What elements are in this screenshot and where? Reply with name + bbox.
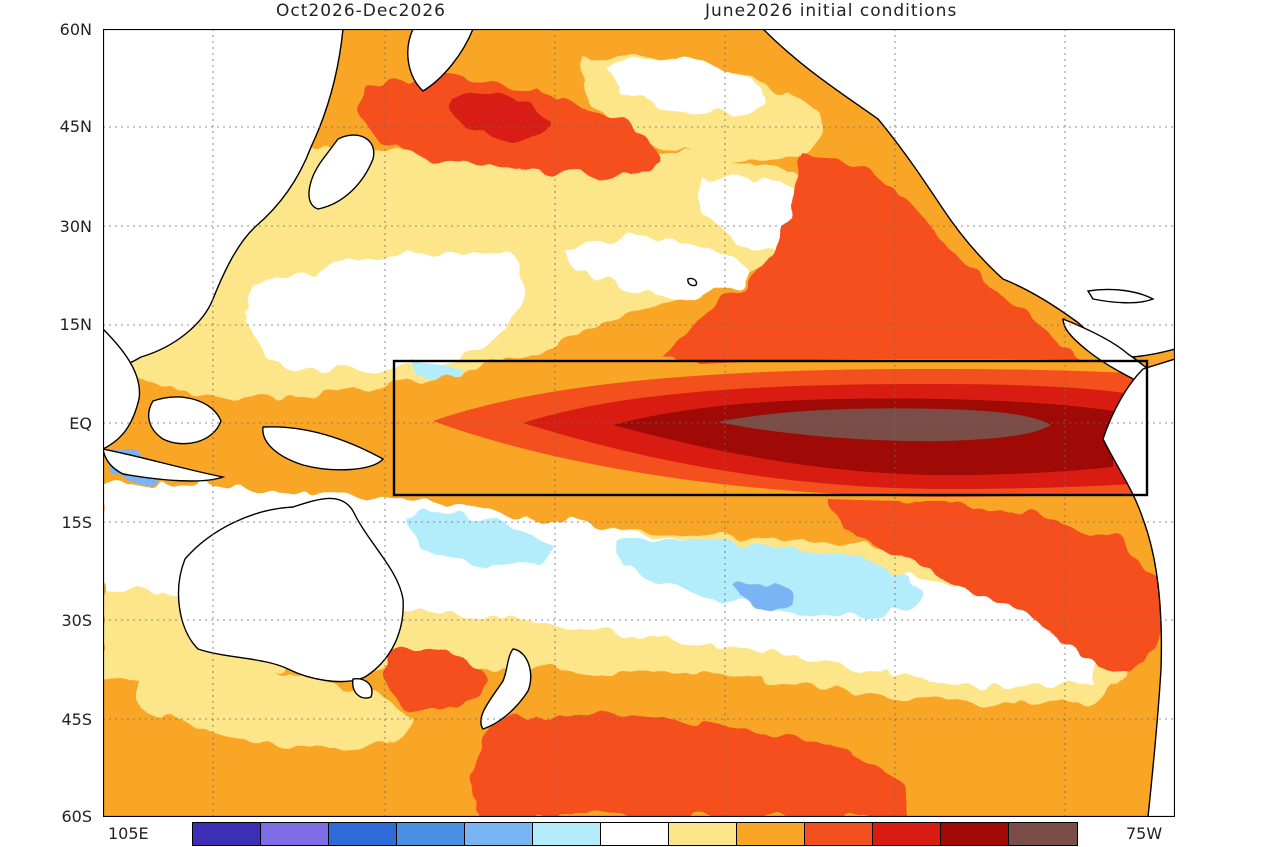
lat-label-60s: 60S — [61, 807, 92, 826]
warm-anomaly-tasman — [384, 645, 483, 711]
lat-label-45s: 45S — [61, 710, 92, 729]
colorbar-swatch-2 — [261, 823, 329, 845]
land-kamchatka — [407, 29, 474, 92]
map-gridlines — [103, 29, 1175, 817]
neutral-zone-central-north — [563, 238, 749, 298]
lon-label-75w: 75W — [1126, 824, 1163, 843]
land-indochina — [103, 328, 141, 450]
land-new-guinea — [262, 426, 385, 471]
initial-conditions-title: June2026 initial conditions — [705, 1, 958, 21]
colorbar-swatch-4 — [397, 823, 465, 845]
land-south-america — [1102, 358, 1175, 817]
cool-patch-west-equatorial — [413, 359, 458, 378]
warm-core-kuroshio — [449, 95, 553, 139]
land-hawaii — [687, 277, 698, 287]
colorbar-swatch-7 — [601, 823, 669, 845]
lat-label-30n: 30N — [59, 217, 92, 236]
anomaly-yellow-far-south — [143, 666, 414, 749]
neutral-zone-west-pacific — [245, 252, 521, 371]
colorbar-swatch-11 — [873, 823, 941, 845]
warm-anomaly-southern-ocean — [472, 715, 909, 817]
colorbar-swatch-12 — [941, 823, 1009, 845]
lat-label-45n: 45N — [59, 117, 92, 136]
colorbar-swatch-9 — [737, 823, 805, 845]
colorbar-swatch-1 — [193, 823, 261, 845]
land-tasmania — [352, 678, 373, 699]
cool-patch-southcentral — [612, 538, 922, 614]
lon-label-105e: 105E — [108, 824, 149, 843]
land-masses — [103, 29, 1175, 817]
land-sumatra-java — [103, 448, 226, 482]
colorbar-swatch-5 — [465, 823, 533, 845]
land-new-zealand — [480, 648, 532, 730]
land-cuba — [1086, 288, 1155, 304]
lat-label-60n: 60N — [59, 20, 92, 39]
colorbar-swatch-3 — [329, 823, 397, 845]
warm-anomaly-south-east — [823, 489, 1163, 675]
neutral-zone-north — [603, 58, 765, 116]
land-asia — [103, 29, 344, 372]
colorbar-swatch-6 — [533, 823, 601, 845]
nino-region-box — [392, 359, 1149, 497]
lat-label-30s: 30S — [61, 611, 92, 630]
cool-patch-south-deep — [733, 583, 798, 608]
forecast-period-title: Oct2026-Dec2026 — [276, 1, 446, 21]
lat-label-15s: 15S — [61, 513, 92, 532]
map-frame — [103, 29, 1175, 817]
colorbar-swatch-10 — [805, 823, 873, 845]
anomaly-colorbar — [192, 822, 1078, 846]
sst-anomaly-map — [103, 29, 1175, 817]
colorbar-swatch-8 — [669, 823, 737, 845]
el-nino-warm-tongue — [383, 359, 1143, 501]
land-japan — [308, 134, 375, 210]
cool-patch-southwest — [402, 513, 553, 566]
colorbar-swatch-13 — [1009, 823, 1077, 845]
lat-label-15n: 15N — [59, 315, 92, 334]
lat-label-eq: EQ — [69, 414, 92, 433]
tongue-brown-core — [718, 408, 1051, 442]
land-australia — [177, 497, 404, 683]
land-borneo — [147, 396, 222, 445]
